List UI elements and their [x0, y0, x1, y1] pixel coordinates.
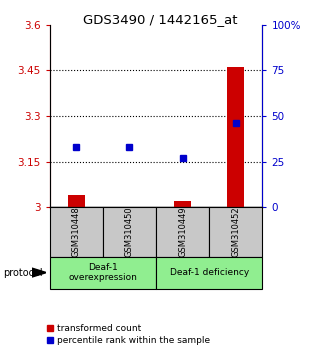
Text: GSM310450: GSM310450 — [125, 206, 134, 257]
Legend: transformed count, percentile rank within the sample: transformed count, percentile rank withi… — [43, 321, 214, 349]
Bar — [50, 257, 156, 289]
Text: GSM310449: GSM310449 — [178, 206, 187, 257]
Bar — [68, 195, 85, 207]
Text: Deaf-1
overexpression: Deaf-1 overexpression — [68, 263, 137, 282]
Text: Deaf-1 deficiency: Deaf-1 deficiency — [170, 268, 249, 277]
Bar — [209, 207, 262, 257]
Text: GDS3490 / 1442165_at: GDS3490 / 1442165_at — [83, 13, 237, 27]
Bar — [156, 207, 209, 257]
Bar — [227, 67, 244, 207]
Text: GSM310452: GSM310452 — [231, 206, 240, 257]
Bar — [156, 257, 262, 289]
Bar — [103, 207, 156, 257]
Bar — [174, 201, 191, 207]
Bar — [50, 207, 103, 257]
Text: protocol: protocol — [3, 268, 43, 278]
Text: GSM310448: GSM310448 — [72, 206, 81, 257]
Polygon shape — [32, 268, 46, 277]
